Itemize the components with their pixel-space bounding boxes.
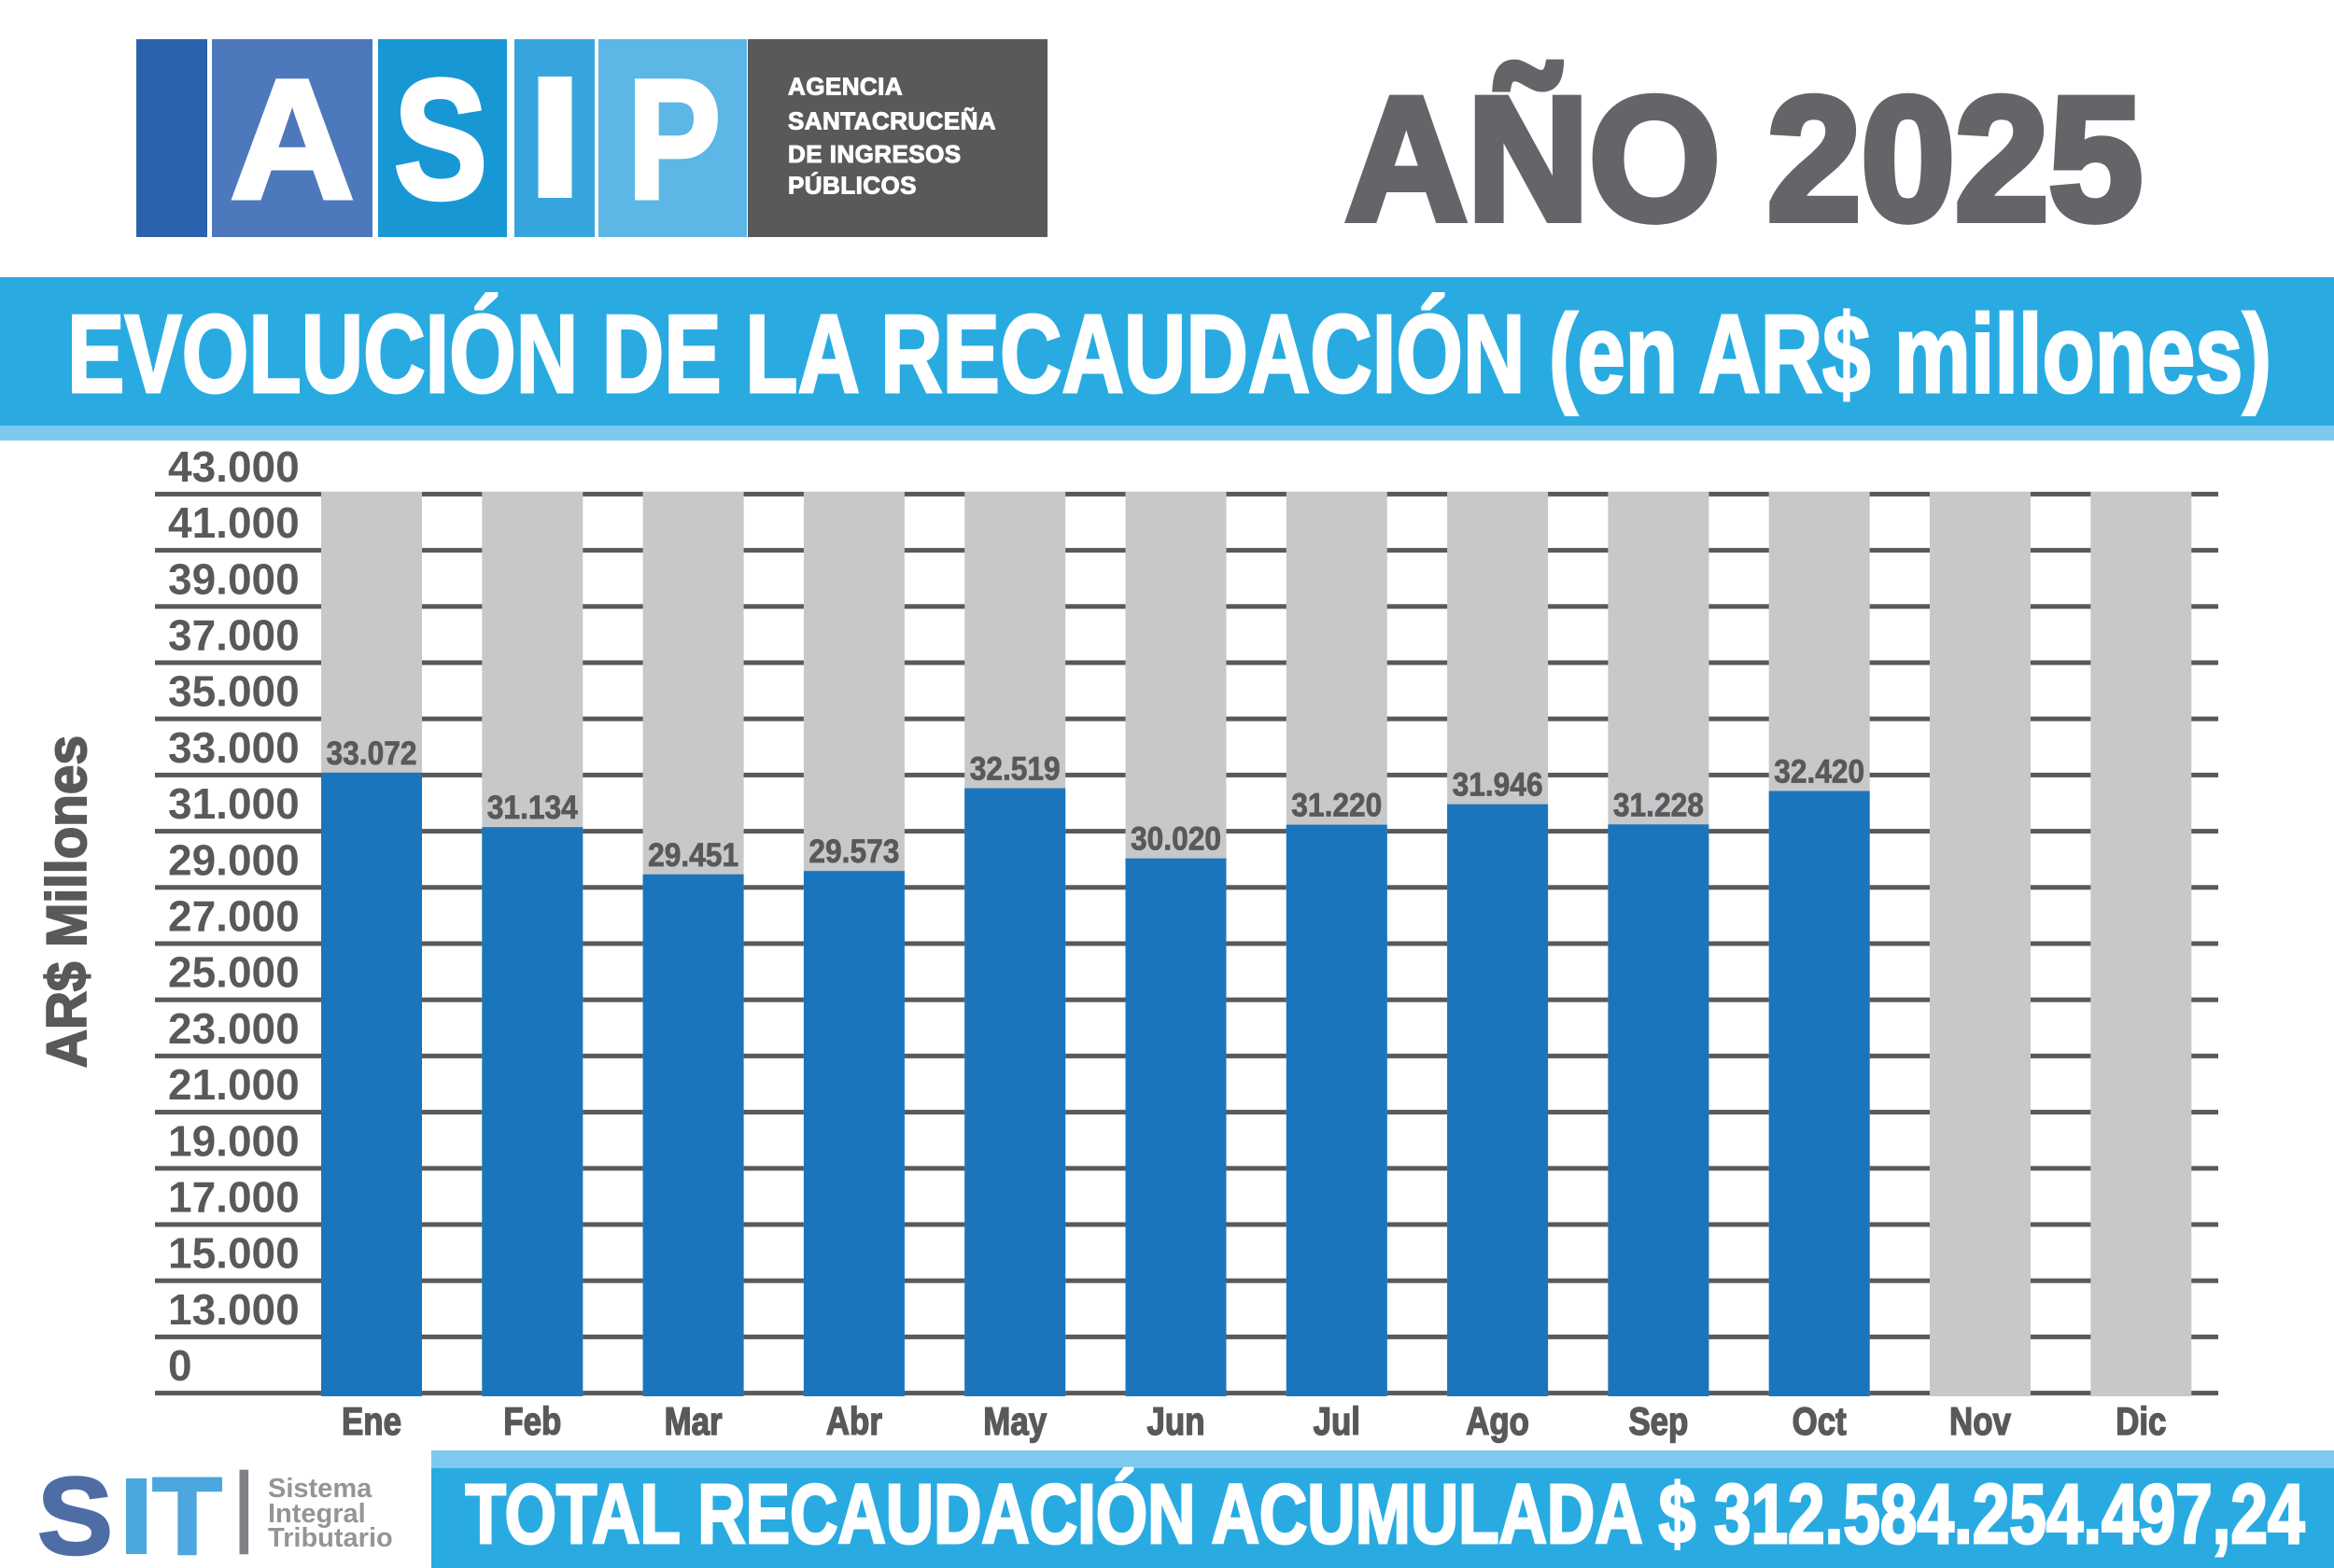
svg-text:Sistema: Sistema xyxy=(268,1474,373,1504)
svg-text:23.000: 23.000 xyxy=(168,1004,300,1053)
svg-text:SANTACRUCEÑA: SANTACRUCEÑA xyxy=(788,106,996,134)
svg-text:Jul: Jul xyxy=(1314,1399,1360,1443)
svg-text:S: S xyxy=(394,44,487,234)
svg-text:17.000: 17.000 xyxy=(168,1173,300,1222)
svg-text:AÑO 2025: AÑO 2025 xyxy=(1345,61,2143,257)
svg-text:30.020: 30.020 xyxy=(1131,821,1221,858)
svg-text:Ene: Ene xyxy=(342,1399,401,1443)
svg-text:Oct: Oct xyxy=(1793,1399,1847,1443)
svg-text:21.000: 21.000 xyxy=(168,1060,300,1109)
svg-text:27.000: 27.000 xyxy=(168,892,300,941)
svg-text:Sep: Sep xyxy=(1628,1399,1688,1443)
svg-text:32.519: 32.519 xyxy=(970,751,1061,788)
svg-text:Jun: Jun xyxy=(1147,1399,1205,1443)
svg-text:DE INGRESOS: DE INGRESOS xyxy=(788,140,962,168)
svg-text:Nov: Nov xyxy=(1949,1399,2011,1443)
svg-text:15.000: 15.000 xyxy=(168,1229,300,1278)
svg-text:33.000: 33.000 xyxy=(168,723,300,772)
svg-text:19.000: 19.000 xyxy=(168,1116,300,1165)
svg-text:31.000: 31.000 xyxy=(168,779,300,828)
svg-text:41.000: 41.000 xyxy=(168,498,300,547)
svg-text:PÚBLICOS: PÚBLICOS xyxy=(788,172,917,200)
svg-text:29.451: 29.451 xyxy=(648,837,738,874)
svg-text:31.946: 31.946 xyxy=(1453,767,1543,804)
svg-text:AR$ Millones: AR$ Millones xyxy=(35,735,98,1068)
svg-text:0: 0 xyxy=(168,1341,192,1390)
svg-text:32.420: 32.420 xyxy=(1774,754,1864,791)
svg-text:Feb: Feb xyxy=(503,1399,561,1443)
svg-text:31.228: 31.228 xyxy=(1613,787,1704,823)
svg-text:33.072: 33.072 xyxy=(327,735,417,772)
svg-text:13.000: 13.000 xyxy=(168,1285,300,1334)
svg-text:31.134: 31.134 xyxy=(487,790,578,826)
svg-text:31.220: 31.220 xyxy=(1291,788,1382,824)
svg-text:25.000: 25.000 xyxy=(168,948,300,997)
svg-text:Tributario: Tributario xyxy=(268,1523,393,1553)
svg-text:EVOLUCIÓN DE LA RECAUDACIÓN (e: EVOLUCIÓN DE LA RECAUDACIÓN (en AR$ mill… xyxy=(67,292,2271,416)
svg-text:Integral: Integral xyxy=(268,1499,366,1529)
svg-text:TOTAL RECAUDACIÓN ACUMULADA $: TOTAL RECAUDACIÓN ACUMULADA $ 312.584.25… xyxy=(466,1467,2305,1561)
svg-text:Mar: Mar xyxy=(665,1399,723,1443)
svg-text:Abr: Abr xyxy=(826,1399,882,1443)
svg-text:May: May xyxy=(983,1399,1047,1443)
svg-text:39.000: 39.000 xyxy=(168,554,300,603)
svg-text:A: A xyxy=(231,44,355,234)
svg-text:AGENCIA: AGENCIA xyxy=(788,73,903,101)
svg-text:Dic: Dic xyxy=(2116,1399,2166,1443)
svg-text:P: P xyxy=(627,44,721,234)
svg-text:29.000: 29.000 xyxy=(168,835,300,884)
svg-text:29.573: 29.573 xyxy=(808,833,899,870)
svg-text:43.000: 43.000 xyxy=(168,442,300,491)
svg-text:T: T xyxy=(152,1455,222,1568)
svg-text:35.000: 35.000 xyxy=(168,667,300,716)
svg-text:37.000: 37.000 xyxy=(168,611,300,660)
svg-text:Ago: Ago xyxy=(1466,1399,1529,1443)
svg-text:S: S xyxy=(37,1455,113,1568)
